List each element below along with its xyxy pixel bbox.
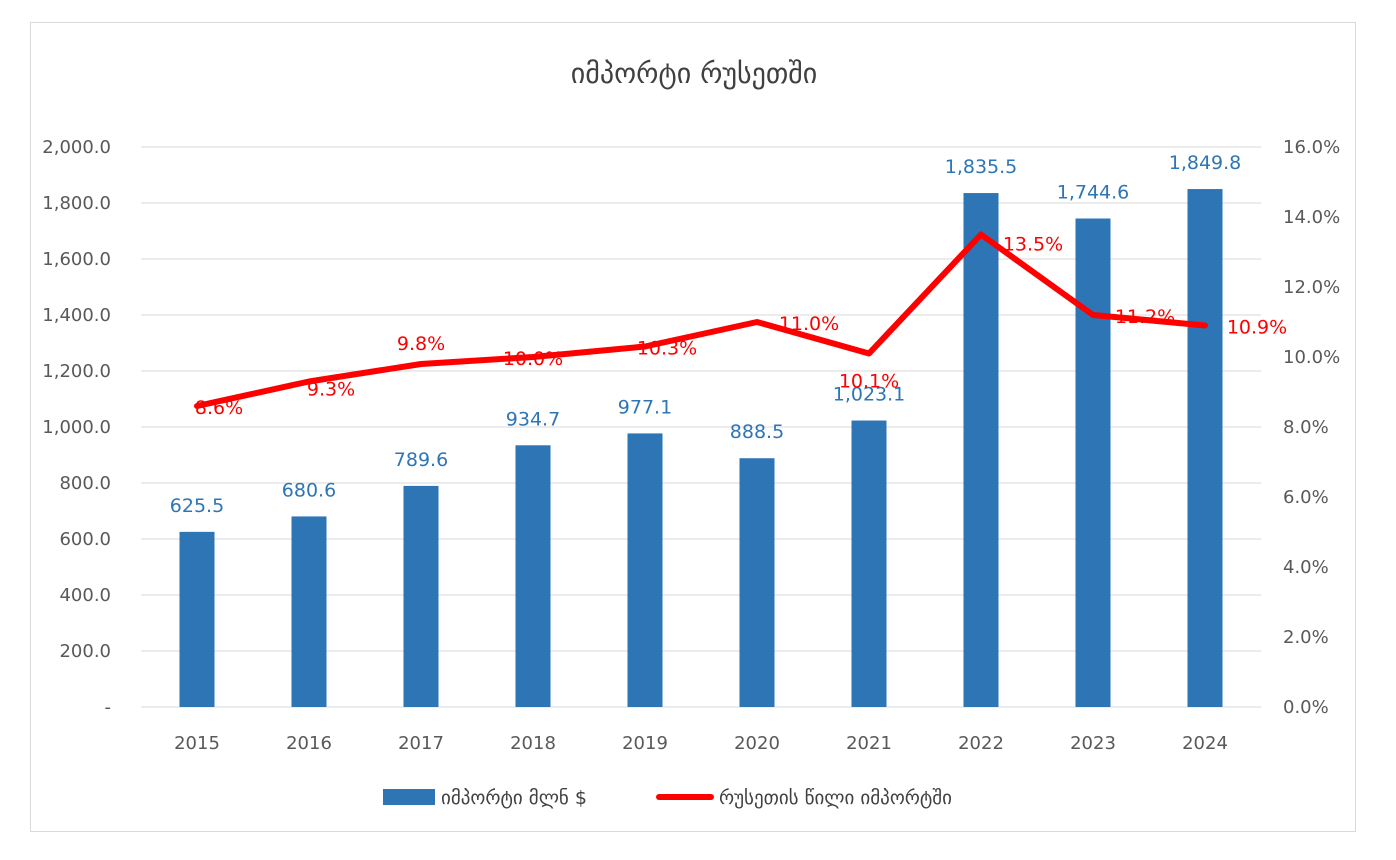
x-axis-tick-label: 2016 <box>286 733 332 754</box>
bar <box>851 420 887 707</box>
bar <box>291 516 327 707</box>
line-data-label: 9.8% <box>397 333 445 355</box>
bar-data-label: 934.7 <box>506 408 560 430</box>
line-data-label: 10.1% <box>839 371 899 393</box>
x-axis-tick-label: 2019 <box>622 733 668 754</box>
left-y-axis: - 200.0 400.0 600.0 800.0 1,000.0 1,200.0 1,400… <box>42 137 111 718</box>
bar <box>739 458 775 707</box>
right-axis-tick-label: 0.0% <box>1283 697 1329 718</box>
grid-lines <box>141 146 1261 708</box>
x-axis-tick-label: 2023 <box>1070 733 1116 754</box>
bar <box>1075 218 1111 707</box>
left-axis-tick-label: 1,200.0 <box>42 361 111 382</box>
legend: იმპორტი მლნ $ რუსეთის წილი იმპორტში <box>383 787 952 809</box>
bar-data-label: 680.6 <box>282 479 336 501</box>
x-axis-tick-label: 2015 <box>174 733 220 754</box>
bar-data-label: 789.6 <box>394 449 448 471</box>
line-point <box>307 380 311 383</box>
left-axis-tick-label: 1,600.0 <box>42 249 111 270</box>
left-axis-tick-label: 1,400.0 <box>42 305 111 326</box>
line-point <box>643 345 647 348</box>
x-axis-tick-label: 2020 <box>734 733 780 754</box>
chart-title: იმპორტი რუსეთში <box>571 57 818 90</box>
line-point <box>419 362 423 366</box>
x-axis-tick-label: 2022 <box>958 733 1004 754</box>
bar <box>963 193 999 707</box>
x-axis-tick-label: 2021 <box>846 733 892 754</box>
line-data-label: 10.9% <box>1227 317 1287 339</box>
bar <box>1187 189 1223 707</box>
bar <box>515 445 551 707</box>
x-axis-tick-label: 2024 <box>1182 733 1228 754</box>
bar-series <box>179 189 1223 707</box>
x-axis-tick-label: 2018 <box>510 733 556 754</box>
line-point <box>195 404 199 408</box>
line-point <box>1203 324 1207 327</box>
right-axis-tick-label: 12.0% <box>1283 277 1340 298</box>
left-axis-tick-label: 1,800.0 <box>42 193 111 214</box>
left-axis-tick-label: 200.0 <box>59 641 111 662</box>
bar-data-label: 977.1 <box>618 396 672 418</box>
line-series <box>194 231 1208 409</box>
line-data-label: 10.0% <box>503 348 563 370</box>
chart-frame: იმპორტი რუსეთში - 200.0 400.0 600.0 800.0 1,0… <box>30 22 1356 832</box>
line-data-label: 13.5% <box>1003 234 1063 256</box>
right-axis-tick-label: 14.0% <box>1283 207 1340 228</box>
left-axis-tick-label: 2,000.0 <box>42 137 111 158</box>
line-point <box>867 352 871 355</box>
line-data-label: 9.3% <box>307 379 355 401</box>
bar-data-label: 1,023.1 <box>833 384 906 406</box>
bar-data-label: 1,849.8 <box>1169 152 1242 174</box>
right-axis-tick-label: 6.0% <box>1283 487 1329 508</box>
legend-line-label: რუსეთის წილი იმპორტში <box>719 787 952 809</box>
bar-data-label: 1,835.5 <box>945 156 1018 178</box>
right-axis-tick-label: 10.0% <box>1283 347 1340 368</box>
right-axis-tick-label: 8.0% <box>1283 417 1329 438</box>
right-y-axis: 0.0% 2.0% 4.0% 6.0% 8.0% 10.0% 12.0% 14.0% 16.0% <box>1283 137 1340 718</box>
line-data-label: 11.0% <box>779 313 839 335</box>
bar-data-label: 888.5 <box>730 421 784 443</box>
left-axis-tick-label: 600.0 <box>59 529 111 550</box>
right-axis-tick-label: 16.0% <box>1283 137 1340 158</box>
line-point <box>531 355 535 359</box>
line-data-label: 10.3% <box>637 338 697 360</box>
right-axis-tick-label: 4.0% <box>1283 557 1329 578</box>
left-axis-tick-label: - <box>105 697 112 718</box>
line-data-label: 8.6% <box>195 397 243 419</box>
bar <box>179 531 215 707</box>
legend-bar-label: იმპორტი მლნ $ <box>441 787 587 809</box>
chart-svg: იმპორტი რუსეთში - 200.0 400.0 600.0 800.0 1,0… <box>42 57 1340 809</box>
bar <box>403 485 439 707</box>
left-axis-tick-label: 1,000.0 <box>42 417 111 438</box>
left-axis-tick-label: 400.0 <box>59 585 111 606</box>
x-axis: 2015 2016 2017 2018 2019 2020 2021 2022 2023 2024 <box>174 733 1228 754</box>
bar-data-label: 625.5 <box>170 495 224 517</box>
line-data-label: 11.2% <box>1115 306 1175 328</box>
right-axis-tick-label: 2.0% <box>1283 627 1329 648</box>
x-axis-tick-label: 2017 <box>398 733 444 754</box>
line-point <box>755 320 759 324</box>
line-path <box>194 231 1208 409</box>
line-data-labels: 8.6% 9.3% 9.8% 10.0% 10.3% 11.0% 10.1% 13.5% 11.… <box>195 234 1287 420</box>
bar-data-label: 1,744.6 <box>1057 182 1130 204</box>
line-point <box>1091 313 1095 317</box>
left-axis-tick-label: 800.0 <box>59 473 111 494</box>
legend-bar-swatch <box>383 789 435 805</box>
bar <box>627 433 663 707</box>
bar-data-labels: 625.5 680.6 789.6 934.7 977.1 888.5 1,023.1 1,8… <box>170 152 1241 517</box>
line-point <box>979 233 983 236</box>
